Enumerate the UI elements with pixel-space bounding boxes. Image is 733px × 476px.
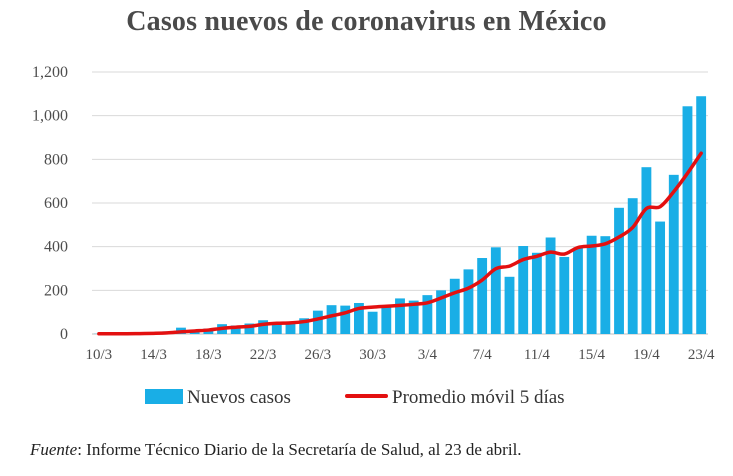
bar (299, 318, 310, 334)
x-tick-label: 15/4 (578, 347, 605, 363)
bar-series (93, 96, 707, 334)
bar (531, 252, 542, 334)
bar (586, 235, 597, 334)
line-series (97, 151, 703, 336)
bar (463, 269, 474, 334)
y-tick-label: 1,000 (32, 108, 68, 125)
bar (627, 198, 638, 334)
bar (408, 300, 419, 334)
x-tick-label: 23/4 (688, 347, 715, 363)
x-tick-label: 7/4 (473, 347, 493, 363)
bar (668, 174, 679, 334)
moving-average-line (97, 151, 703, 336)
bar (449, 278, 460, 334)
x-tick-label: 10/3 (86, 347, 113, 363)
x-tick-label: 18/3 (195, 347, 222, 363)
bar (477, 258, 488, 334)
x-axis: 10/3 14/3 18/3 22/3 26/3 30/3 3/4 7/4 11/4 15/4 19… (86, 347, 715, 363)
bar (381, 305, 392, 334)
y-tick-label: 0 (60, 326, 68, 343)
bar (518, 246, 529, 334)
bar (326, 305, 337, 334)
bar (490, 247, 501, 334)
x-tick-label: 3/4 (418, 347, 438, 363)
x-tick-label: 30/3 (359, 347, 386, 363)
bar (655, 221, 666, 334)
bar (545, 237, 556, 334)
source-note: Fuente: Informe Técnico Diario de la Sec… (30, 440, 522, 460)
bar (367, 311, 378, 334)
bar (504, 276, 515, 334)
y-axis: 0 200 400 600 800 1,000 1,200 (32, 64, 68, 343)
source-text: : Informe Técnico Diario de la Secretarí… (77, 440, 522, 459)
bar (395, 298, 405, 334)
bar (682, 106, 693, 334)
bar (614, 207, 624, 334)
x-tick-label: 19/4 (633, 347, 660, 363)
x-tick-label: 11/4 (524, 347, 551, 363)
bar (354, 302, 364, 334)
y-tick-label: 1,200 (32, 64, 68, 81)
bar (230, 325, 241, 334)
bar (271, 322, 282, 334)
bar (573, 247, 583, 334)
gridlines (92, 71, 708, 335)
bar (641, 167, 652, 334)
legend: Nuevos casos Promedio móvil 5 días (145, 387, 565, 408)
y-tick-label: 400 (44, 239, 68, 256)
bar (436, 290, 446, 334)
bar (422, 295, 433, 334)
x-tick-label: 26/3 (305, 347, 332, 363)
legend-label-bars: Nuevos casos (187, 387, 291, 408)
x-tick-label: 22/3 (250, 347, 277, 363)
x-tick-label: 14/3 (140, 347, 167, 363)
bar (559, 256, 570, 334)
y-tick-label: 600 (44, 195, 68, 212)
bar (312, 310, 323, 334)
bar (600, 236, 611, 334)
bar (244, 323, 255, 334)
bar (258, 320, 269, 334)
legend-swatch-bars (145, 389, 183, 404)
bar (340, 305, 351, 334)
chart-title: Casos nuevos de coronavirus en México (126, 6, 607, 37)
y-tick-label: 200 (44, 282, 68, 299)
bar (696, 96, 707, 334)
bar (285, 322, 296, 334)
source-label: Fuente (30, 440, 78, 459)
y-tick-label: 800 (44, 151, 68, 168)
legend-label-line: Promedio móvil 5 días (392, 387, 565, 408)
